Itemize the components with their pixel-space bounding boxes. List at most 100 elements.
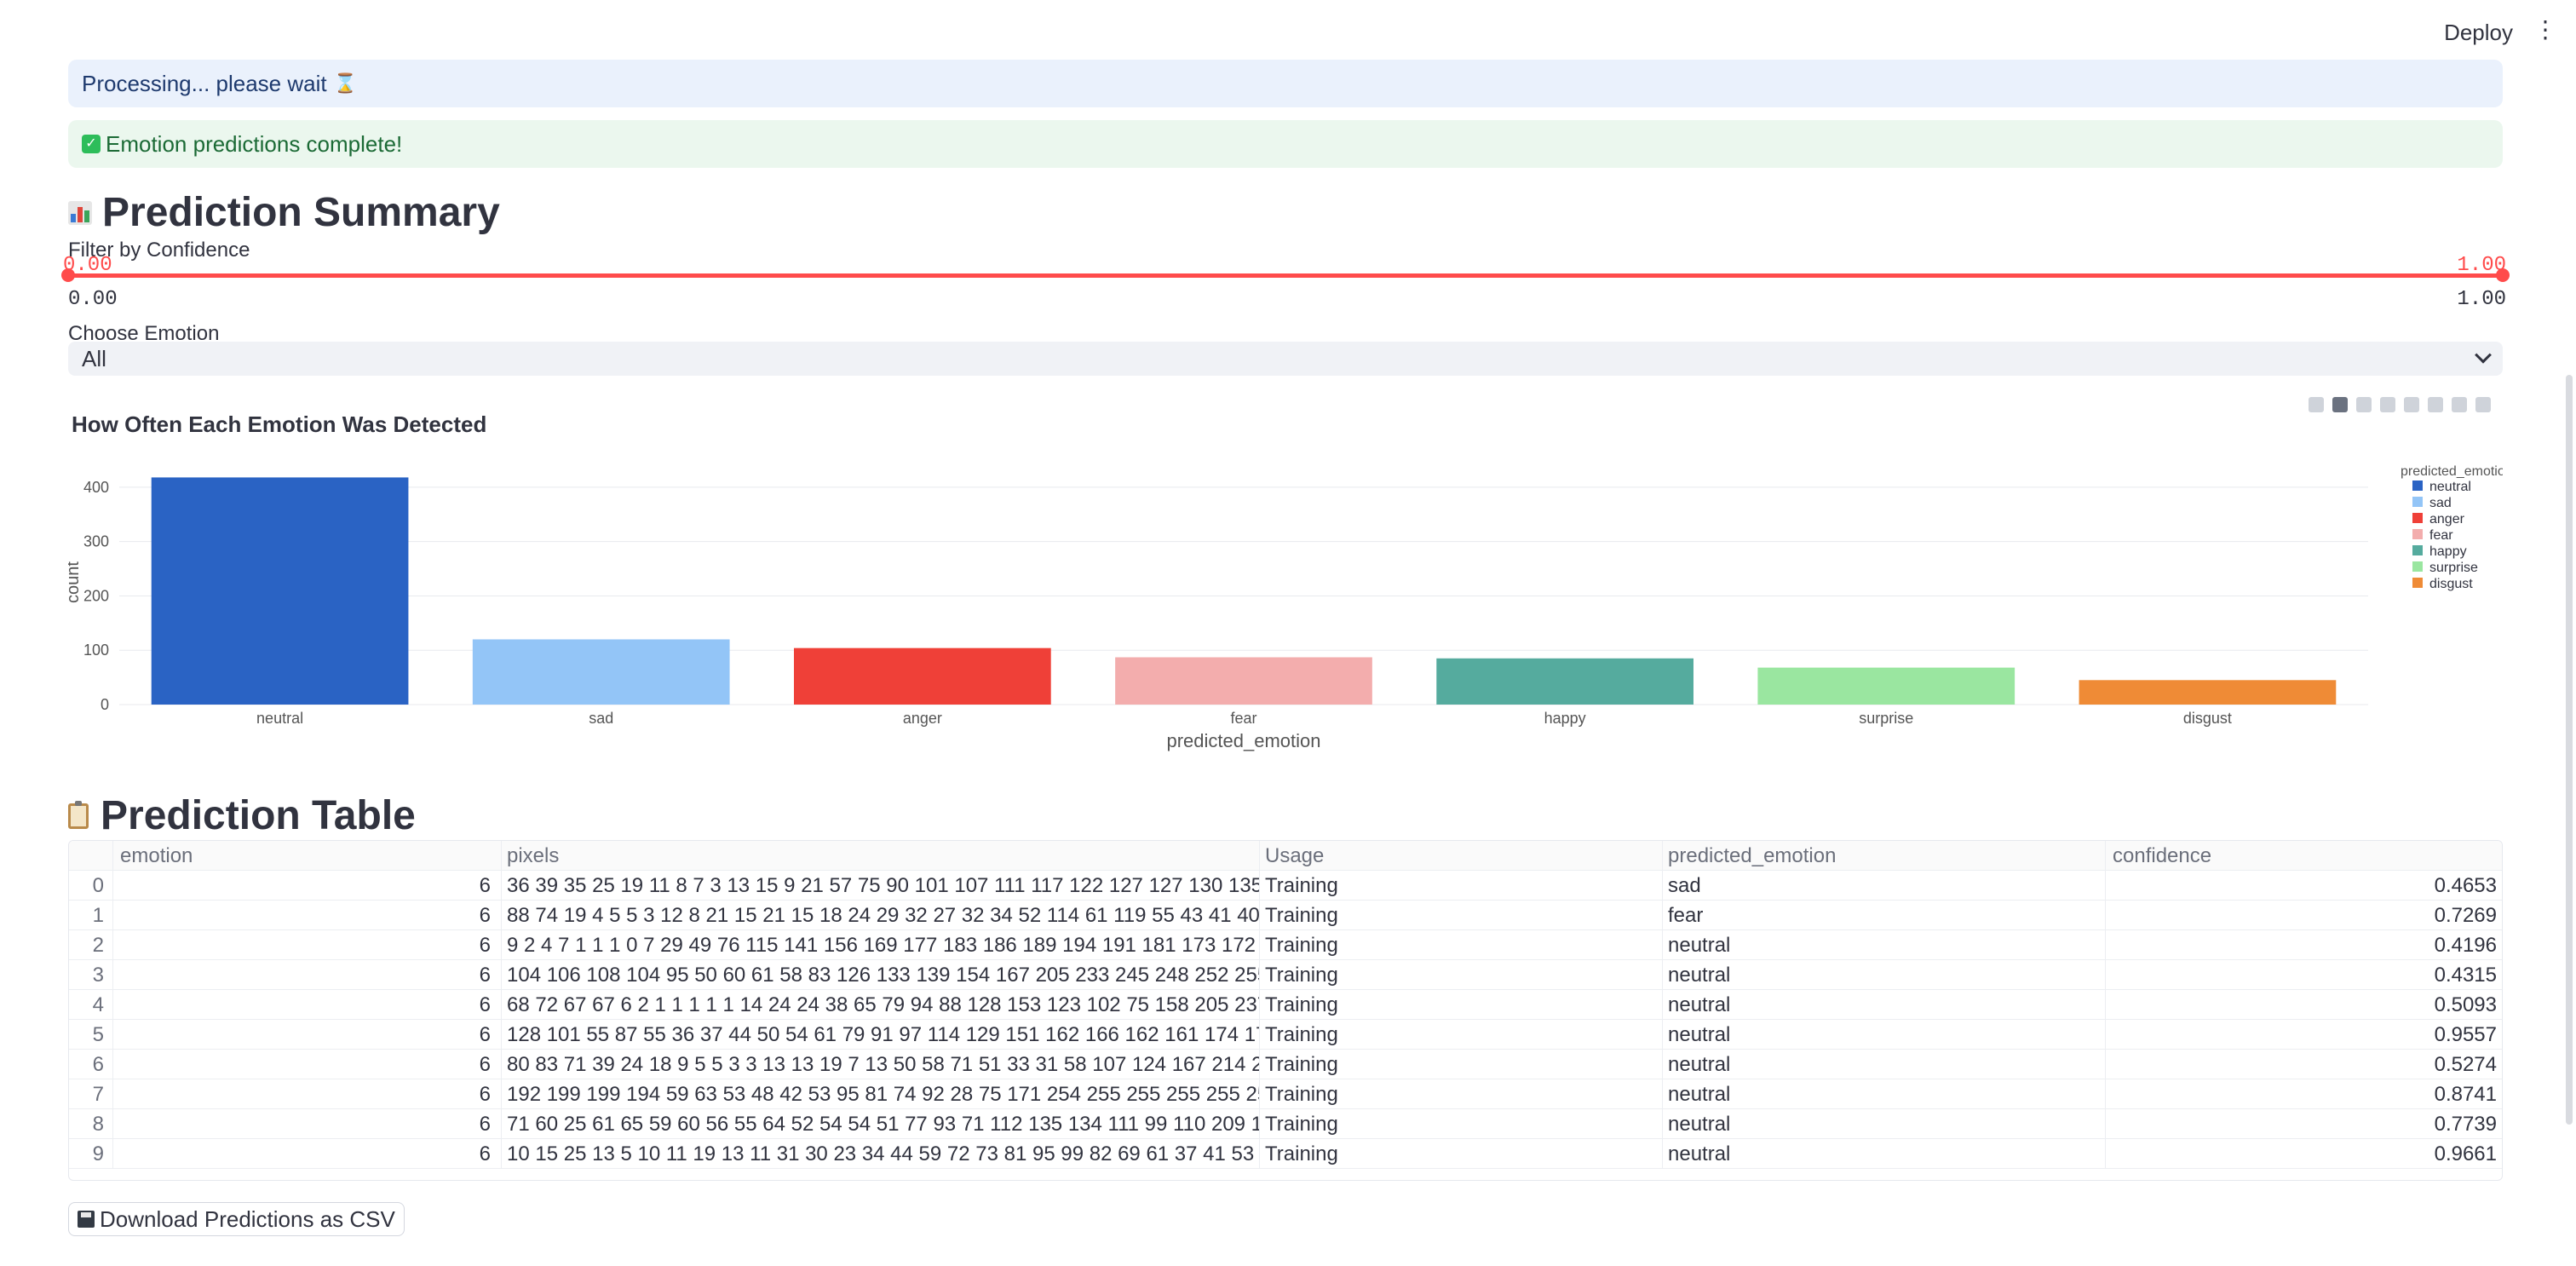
slider-range-min: 0.00 [68,288,118,311]
pixels-cell: 36 39 35 25 19 11 8 7 3 13 15 9 21 57 75… [502,871,1260,901]
emotion-select[interactable]: All [68,342,2503,376]
top-bar: Deploy ⋮ [0,0,2576,51]
legend-swatch-disgust [2412,578,2423,588]
confidence-cell: 0.5093 [2434,993,2497,1016]
emotion-cell: 6 [113,901,502,930]
y-axis-label: count [68,561,83,603]
slider-min-handle[interactable] [61,268,75,282]
home-icon[interactable] [2452,397,2467,412]
confidence-cell: 0.8741 [2434,1083,2497,1106]
camera-icon[interactable] [2309,397,2324,412]
success-text: Emotion predictions complete! [106,130,403,157]
bar-chart-icon [68,200,92,225]
kebab-menu-icon[interactable]: ⋮ [2533,16,2557,43]
predicted-emotion-cell: fear [1663,901,2106,930]
slider-max-handle[interactable] [2496,268,2510,282]
usage-cell: Training [1260,871,1663,901]
table-row[interactable]: 7 6 192 199 199 194 59 63 53 48 42 53 95 8… [69,1079,2502,1109]
usage-cell: Training [1260,930,1663,960]
emotion-cell: 6 [113,930,502,960]
table-row[interactable]: 8 6 71 60 25 61 65 59 60 56 55 64 52 54 54… [69,1109,2502,1139]
pixels-cell: 104 106 108 104 95 50 60 61 58 83 126 13… [502,960,1260,990]
chart-title: How Often Each Emotion Was Detected [72,413,486,437]
page-scrollbar[interactable] [2566,375,2573,1125]
column-header[interactable]: pixels [502,841,1260,871]
bar-disgust [2079,680,2337,705]
table-row[interactable]: 3 6 104 106 108 104 95 50 60 61 58 83 126 … [69,960,2502,990]
summary-heading: Prediction Summary [68,189,500,236]
predicted-emotion-cell: neutral [1663,1139,2106,1169]
prediction-table[interactable]: emotion pixels Usage predicted_emotion confi… [68,840,2503,1181]
column-header[interactable]: Usage [1260,841,1663,871]
floppy-disk-icon [78,1211,95,1228]
deploy-button[interactable]: Deploy [2444,20,2513,45]
column-header[interactable] [69,841,113,871]
row-index: 4 [69,990,113,1020]
zoom-icon[interactable] [2332,397,2348,412]
table-row[interactable]: 0 6 36 39 35 25 19 11 8 7 3 13 15 9 21 57 … [69,871,2502,901]
zoom-out-icon[interactable] [2404,397,2419,412]
pixels-cell: 192 199 199 194 59 63 53 48 42 53 95 81 … [502,1079,1260,1109]
row-index: 1 [69,901,113,930]
table-title: Prediction Table [101,793,416,838]
confidence-slider-track[interactable] [68,273,2503,278]
confidence-cell: 0.7739 [2434,1113,2497,1136]
predicted-emotion-cell: sad [1663,871,2106,901]
bar-surprise [1757,667,2015,705]
chart-svg: How Often Each Emotion Was Detected 0 100 2… [68,413,2503,751]
x-tick-label: surprise [1859,710,1913,727]
pixels-cell: 71 60 25 61 65 59 60 56 55 64 52 54 54 5… [502,1109,1260,1139]
column-header[interactable]: predicted_emotion [1663,841,2106,871]
chart-modebar [2309,397,2491,412]
predicted-emotion-cell: neutral [1663,1020,2106,1050]
hourglass-icon: ⌛ [333,72,357,94]
x-axis-label: predicted_emotion [1166,730,1320,751]
legend-entry-neutral: neutral [2429,480,2471,494]
emotion-cell: 6 [113,1139,502,1169]
legend-swatch-sad [2412,497,2423,507]
pixels-cell: 68 72 67 67 6 2 1 1 1 1 1 14 24 24 38 65… [502,990,1260,1020]
column-header[interactable]: emotion [113,841,502,871]
x-tick-label: anger [903,710,942,727]
legend-swatch-happy [2412,545,2423,555]
emotion-cell: 6 [113,990,502,1020]
usage-cell: Training [1260,1020,1663,1050]
confidence-cell: 0.5274 [2434,1053,2497,1076]
row-index: 3 [69,960,113,990]
chevron-down-icon [2475,346,2492,364]
pan-icon[interactable] [2356,397,2372,412]
column-header[interactable]: confidence [2113,844,2212,867]
x-tick-label: happy [1544,710,1586,727]
autoscale-icon[interactable] [2428,397,2443,412]
download-label: Download Predictions as CSV [100,1206,395,1232]
fullscreen-icon[interactable] [2475,397,2491,412]
confidence-cell: 0.4315 [2434,964,2497,987]
row-index: 5 [69,1020,113,1050]
legend-entry-sad: sad [2429,496,2452,510]
pixels-cell: 9 2 4 7 1 1 1 0 7 29 49 76 115 141 156 1… [502,930,1260,960]
predicted-emotion-cell: neutral [1663,960,2106,990]
table-row[interactable]: 6 6 80 83 71 39 24 18 9 5 5 3 3 13 13 19 7… [69,1050,2502,1079]
emotion-cell: 6 [113,1079,502,1109]
table-row[interactable]: 4 6 68 72 67 67 6 2 1 1 1 1 1 14 24 24 38 … [69,990,2502,1020]
x-tick-label: neutral [256,710,303,727]
table-row[interactable]: 5 6 128 101 55 87 55 36 37 44 50 54 61 79 … [69,1020,2502,1050]
predicted-emotion-cell: neutral [1663,1050,2106,1079]
y-tick-label: 100 [83,642,109,659]
bar-anger [794,647,1051,705]
legend-entry-happy: happy [2429,544,2467,559]
table-row[interactable]: 1 6 88 74 19 4 5 5 3 12 8 21 15 21 15 18 2… [69,901,2502,930]
download-csv-button[interactable]: Download Predictions as CSV [68,1202,405,1236]
zoom-in-icon[interactable] [2380,397,2395,412]
x-tick-label: sad [589,710,613,727]
confidence-cell: 0.4196 [2434,934,2497,957]
pixels-cell: 80 83 71 39 24 18 9 5 5 3 3 13 13 19 7 1… [502,1050,1260,1079]
usage-cell: Training [1260,1139,1663,1169]
emotion-cell: 6 [113,1050,502,1079]
table-header-row: emotion pixels Usage predicted_emotion confi… [69,841,2502,871]
bar-happy [1436,658,1693,705]
table-row[interactable]: 9 6 10 15 25 13 5 10 11 19 13 11 31 30 23 … [69,1139,2502,1169]
processing-text: Processing... please wait [82,70,327,96]
summary-title: Prediction Summary [102,190,500,235]
